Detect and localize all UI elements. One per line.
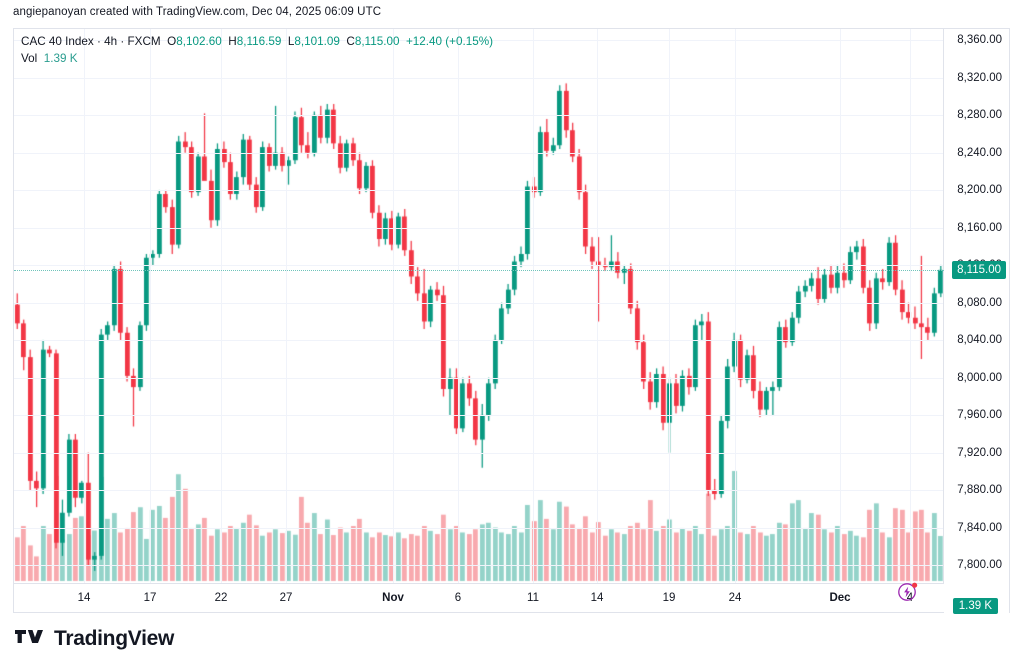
price-axis-label: 7,960.00	[957, 409, 1002, 422]
gridline	[14, 490, 944, 492]
lightning-bolt-icon[interactable]	[897, 580, 919, 602]
time-axis-label: 4	[906, 592, 914, 604]
gridline	[910, 29, 911, 584]
gridline	[286, 29, 287, 584]
gridline	[14, 340, 944, 342]
candlestick-canvas[interactable]	[14, 29, 944, 584]
gridline	[597, 29, 598, 584]
gridline	[150, 29, 151, 584]
legend-high-value: 8,116.59	[236, 35, 282, 48]
legend-open-value: 8,102.60	[176, 35, 222, 48]
gridline	[735, 29, 736, 584]
price-axis-label: 7,800.00	[957, 559, 1002, 572]
gridline	[14, 40, 944, 42]
gridline	[14, 77, 944, 79]
tradingview-logo-icon	[15, 627, 45, 651]
legend-change-value: +12.40 (+0.15%)	[405, 35, 494, 48]
time-axis-label: 27	[279, 592, 293, 604]
legend-low-label: L	[287, 35, 295, 48]
tradingview-wordmark: TradingView	[54, 627, 175, 650]
chart-legend: CAC 40 Index · 4h · FXCM O8,102.60 H8,11…	[21, 33, 493, 67]
legend-low-value: 8,101.09	[294, 35, 340, 48]
gridline	[14, 152, 944, 154]
gridline	[533, 29, 534, 584]
gridline	[14, 302, 944, 304]
price-axis-label: 8,080.00	[957, 296, 1002, 309]
time-axis[interactable]: 14 17 22 27 Nov 6 11 14 19 24 Dec 4	[14, 583, 944, 612]
price-axis-label: 8,240.00	[957, 146, 1002, 159]
current-price-line	[14, 269, 944, 271]
time-axis-label: 19	[662, 592, 676, 604]
gridline	[14, 115, 944, 117]
time-axis-label: 22	[214, 592, 228, 604]
price-axis-label: 8,320.00	[957, 71, 1002, 84]
footer-branding: TradingView	[15, 627, 174, 651]
gridline	[14, 190, 944, 192]
time-axis-label: 14	[77, 592, 91, 604]
gridline	[14, 377, 944, 379]
gridline	[840, 29, 841, 584]
gridline	[458, 29, 459, 584]
price-axis-label: 7,920.00	[957, 446, 1002, 459]
price-axis-label: 8,000.00	[957, 371, 1002, 384]
legend-close-value: 8,115.00	[354, 35, 400, 48]
time-axis-label: Nov	[382, 592, 404, 604]
legend-high-label: H	[228, 35, 237, 48]
chart-plot-area[interactable]	[14, 29, 944, 584]
legend-volume-label: Vol	[21, 52, 38, 65]
time-axis-label: 11	[527, 592, 539, 604]
legend-ohlc-row: CAC 40 Index · 4h · FXCM O8,102.60 H8,11…	[21, 33, 493, 50]
current-volume-tag: 1.39 K	[952, 598, 998, 614]
legend-volume-value: 1.39 K	[43, 52, 78, 65]
price-axis[interactable]: 8,360.00 8,320.00 8,280.00 8,240.00 8,200.00…	[943, 29, 1009, 614]
legend-symbol[interactable]: CAC 40 Index · 4h · FXCM	[21, 35, 161, 48]
price-axis-label: 8,280.00	[957, 109, 1002, 122]
gridline	[14, 452, 944, 454]
price-axis-label: 8,040.00	[957, 334, 1002, 347]
price-axis-label: 8,160.00	[957, 221, 1002, 234]
gridline	[14, 227, 944, 229]
gridline	[14, 565, 944, 567]
gridline	[14, 415, 944, 417]
gridline	[14, 527, 944, 529]
legend-volume-row: Vol 1.39 K	[21, 50, 493, 67]
time-axis-label: 14	[590, 592, 604, 604]
time-axis-label: Dec	[829, 592, 851, 604]
price-axis-label: 8,200.00	[957, 184, 1002, 197]
gridline	[221, 29, 222, 584]
price-axis-label: 7,840.00	[957, 521, 1002, 534]
time-axis-label: 24	[728, 592, 742, 604]
legend-open-label: O	[167, 35, 177, 48]
time-axis-label: 17	[143, 592, 157, 604]
legend-close-label: C	[346, 35, 355, 48]
gridline	[393, 29, 394, 584]
time-axis-label: 6	[454, 592, 462, 604]
gridline	[14, 265, 944, 267]
current-price-tag: 8,115.00	[952, 260, 1006, 279]
gridline	[669, 29, 670, 584]
chart-frame: CAC 40 Index · 4h · FXCM O8,102.60 H8,11…	[13, 28, 1010, 614]
gridline	[84, 29, 85, 584]
price-axis-label: 7,880.00	[957, 484, 1002, 497]
price-axis-label: 8,360.00	[957, 34, 1002, 47]
watermark-attribution: angiepanoyan created with TradingView.co…	[13, 6, 382, 18]
